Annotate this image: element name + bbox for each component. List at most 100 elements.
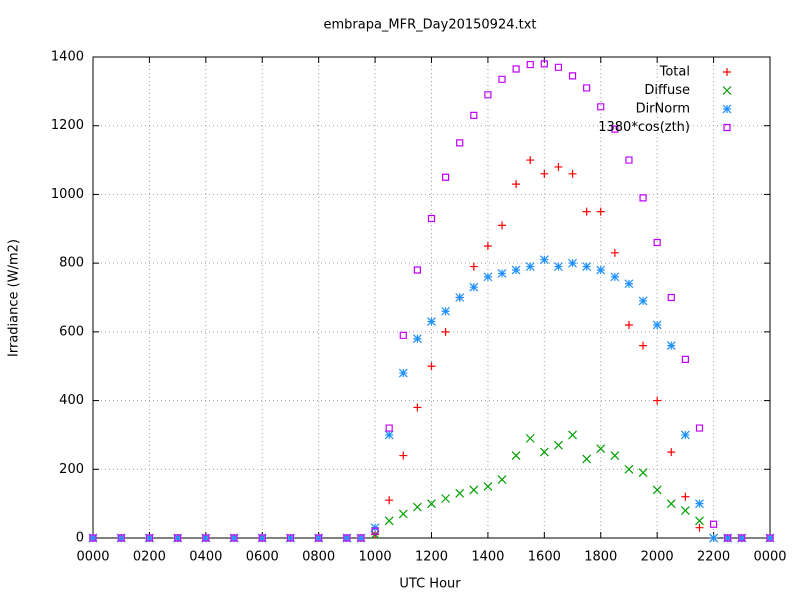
data-point xyxy=(412,334,422,344)
data-point xyxy=(455,488,465,498)
data-point xyxy=(680,506,690,515)
data-point xyxy=(441,494,451,503)
data-point xyxy=(512,180,521,189)
data-point xyxy=(145,534,154,542)
data-point xyxy=(680,430,690,440)
data-point xyxy=(582,207,591,216)
data-point xyxy=(286,533,295,543)
data-point xyxy=(639,341,648,350)
data-point xyxy=(89,534,97,542)
data-point xyxy=(667,293,675,302)
data-point xyxy=(357,534,365,542)
data-point xyxy=(229,533,239,543)
data-point xyxy=(723,533,733,543)
data-point xyxy=(610,451,620,460)
data-point xyxy=(511,265,521,275)
chart-title: embrapa_MFR_Day20150924.txt xyxy=(323,18,536,33)
data-point xyxy=(412,502,422,512)
data-point xyxy=(398,509,408,519)
data-point xyxy=(597,103,605,111)
x-tick-label: 0000 xyxy=(76,550,109,565)
data-point xyxy=(384,516,394,526)
data-point xyxy=(497,475,507,485)
data-point xyxy=(582,454,592,464)
data-point xyxy=(540,169,549,178)
data-point xyxy=(315,534,323,542)
data-point xyxy=(314,533,324,543)
data-point xyxy=(624,320,633,329)
data-point xyxy=(695,523,704,532)
data-point xyxy=(766,534,774,542)
data-point xyxy=(384,430,394,440)
x-tick-label: 2200 xyxy=(697,550,730,565)
data-point xyxy=(371,527,379,535)
data-point xyxy=(116,533,126,543)
data-point xyxy=(498,221,507,230)
data-point xyxy=(554,440,563,450)
legend-marker xyxy=(723,123,731,132)
data-point xyxy=(257,533,267,543)
data-point xyxy=(568,430,577,440)
data-point xyxy=(568,258,577,268)
x-tick-label: 1000 xyxy=(359,550,392,565)
data-point xyxy=(427,214,436,223)
x-tick-label: 0000 xyxy=(753,550,786,565)
data-point xyxy=(230,534,238,542)
x-tick-label: 0200 xyxy=(133,550,166,565)
data-point xyxy=(611,125,619,133)
data-point xyxy=(144,533,154,543)
y-tick-label: 1000 xyxy=(51,187,84,202)
data-point xyxy=(582,262,592,272)
y-tick-label: 800 xyxy=(59,256,84,271)
data-point xyxy=(385,496,394,505)
y-tick-label: 1200 xyxy=(51,118,84,133)
data-point xyxy=(202,534,210,542)
data-point xyxy=(652,485,662,495)
data-point xyxy=(596,207,605,216)
legend-label: 1380*cos(zth) xyxy=(598,120,690,135)
data-point xyxy=(483,272,493,282)
data-point xyxy=(709,533,719,543)
data-point xyxy=(610,272,620,282)
data-point xyxy=(525,433,535,443)
data-point xyxy=(738,534,746,542)
x-axis-label: UTC Hour xyxy=(399,577,461,592)
data-point xyxy=(526,156,535,165)
data-point xyxy=(413,266,421,274)
y-tick-label: 400 xyxy=(59,393,84,408)
data-point xyxy=(88,533,98,543)
data-point xyxy=(469,485,479,495)
data-point xyxy=(568,169,577,178)
data-point xyxy=(652,320,662,330)
data-point xyxy=(596,444,606,454)
legend-label: Total xyxy=(659,65,690,80)
data-point xyxy=(511,451,521,460)
data-point xyxy=(469,262,478,271)
data-point xyxy=(201,533,211,543)
data-point xyxy=(653,238,661,247)
data-point xyxy=(666,499,676,509)
data-point xyxy=(638,468,648,478)
x-tick-label: 0800 xyxy=(302,550,335,565)
data-point xyxy=(681,492,690,501)
data-point xyxy=(442,173,450,181)
y-tick-label: 0 xyxy=(76,531,84,546)
data-point xyxy=(554,262,563,272)
data-point xyxy=(625,156,633,164)
data-point xyxy=(526,60,534,69)
data-point xyxy=(356,533,366,543)
data-point xyxy=(539,447,549,457)
data-point xyxy=(695,424,704,432)
data-point xyxy=(568,72,577,80)
y-tick-label: 200 xyxy=(59,462,84,477)
x-tick-label: 1200 xyxy=(415,550,448,565)
data-point xyxy=(498,75,506,83)
data-point xyxy=(667,448,676,457)
data-point xyxy=(709,520,718,528)
data-point xyxy=(724,534,732,542)
data-point xyxy=(695,499,704,509)
data-point xyxy=(638,296,648,306)
data-point xyxy=(469,282,479,292)
data-point xyxy=(385,424,393,432)
legend-label: DirNorm xyxy=(636,102,690,117)
